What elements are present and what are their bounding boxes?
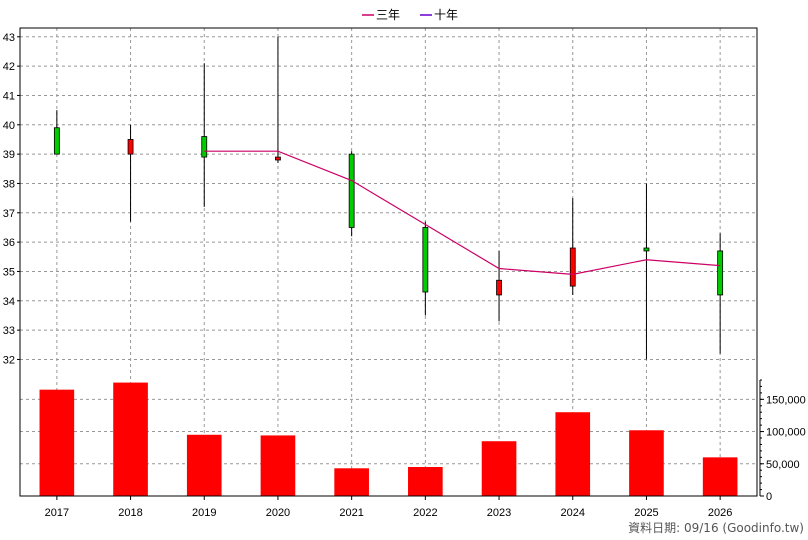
x-axis: 2017 2018 2019 2020 2021 2022 2023 2024 2025 2026 — [45, 496, 732, 519]
x-tick-label: 2025 — [634, 507, 658, 519]
x-tick-label: 2021 — [339, 507, 363, 519]
price-tick-label: 33 — [3, 325, 15, 337]
candle-body-2017 — [53, 127, 60, 155]
candle-body-2025 — [643, 247, 650, 252]
volume-bar-2022 — [408, 467, 443, 496]
volume-bar-2017 — [39, 389, 75, 496]
candle-body-2023 — [496, 279, 502, 296]
legend-label-0: 三年 — [376, 8, 400, 22]
price-tick-label: 42 — [3, 61, 15, 73]
volume-bar-2018 — [113, 382, 148, 496]
x-tick-label: 2026 — [708, 507, 732, 519]
plot-border — [19, 27, 758, 497]
price-tick-label: 38 — [3, 178, 15, 190]
price-tick-label: 39 — [3, 149, 15, 161]
x-tick-label: 2017 — [45, 507, 69, 519]
line-series-0 — [204, 150, 721, 276]
moving-average-lines — [204, 150, 721, 276]
volume-tick-label: 150,000 — [766, 394, 806, 406]
footer-source: 資料日期: 09/16 (Goodinfo.tw) — [628, 521, 804, 535]
volume-bar-2026 — [702, 457, 738, 496]
volume-bar-2024 — [555, 412, 591, 496]
x-tick-label: 2018 — [118, 507, 142, 519]
price-tick-label: 37 — [3, 208, 15, 220]
price-tick-label: 40 — [3, 120, 15, 132]
price-tick-label: 43 — [3, 32, 15, 44]
candlesticks — [53, 36, 724, 360]
candle-body-2018 — [127, 139, 134, 155]
price-y-axis: 32 33 34 35 36 37 38 39 40 41 42 43 — [3, 32, 20, 366]
x-tick-label: 2019 — [192, 507, 216, 519]
candle-body-2020 — [275, 156, 281, 161]
price-tick-label: 35 — [3, 266, 15, 278]
candle-body-2019 — [201, 136, 208, 158]
volume-bar-2025 — [629, 430, 664, 496]
volume-bar-2021 — [334, 468, 369, 496]
x-tick-label: 2020 — [266, 507, 290, 519]
x-tick-label: 2023 — [487, 507, 511, 519]
x-tick-label: 2022 — [413, 507, 437, 519]
volume-bar-2023 — [481, 441, 517, 496]
legend-label-1: 十年 — [434, 8, 458, 22]
volume-bar-2020 — [260, 435, 296, 496]
volume-y-axis: 0 50,000 100,000 150,000 — [759, 379, 806, 503]
volume-tick-label: 100,000 — [766, 427, 806, 439]
volume-tick-label: 50,000 — [766, 459, 800, 471]
x-tick-label: 2024 — [561, 507, 585, 519]
volume-tick-label: 0 — [766, 491, 772, 503]
price-tick-label: 36 — [3, 237, 15, 249]
volume-bars — [39, 382, 738, 496]
chart-frame — [19, 27, 758, 497]
legend: 三年 十年 — [362, 8, 458, 22]
price-tick-label: 41 — [3, 90, 15, 102]
volume-bar-2019 — [186, 434, 222, 496]
candle-body-2021 — [348, 153, 355, 228]
candle-body-2022 — [422, 227, 429, 293]
candle-body-2024 — [569, 247, 576, 287]
price-tick-label: 32 — [3, 354, 15, 366]
price-tick-label: 34 — [3, 296, 15, 308]
candle-body-2026 — [717, 250, 724, 296]
